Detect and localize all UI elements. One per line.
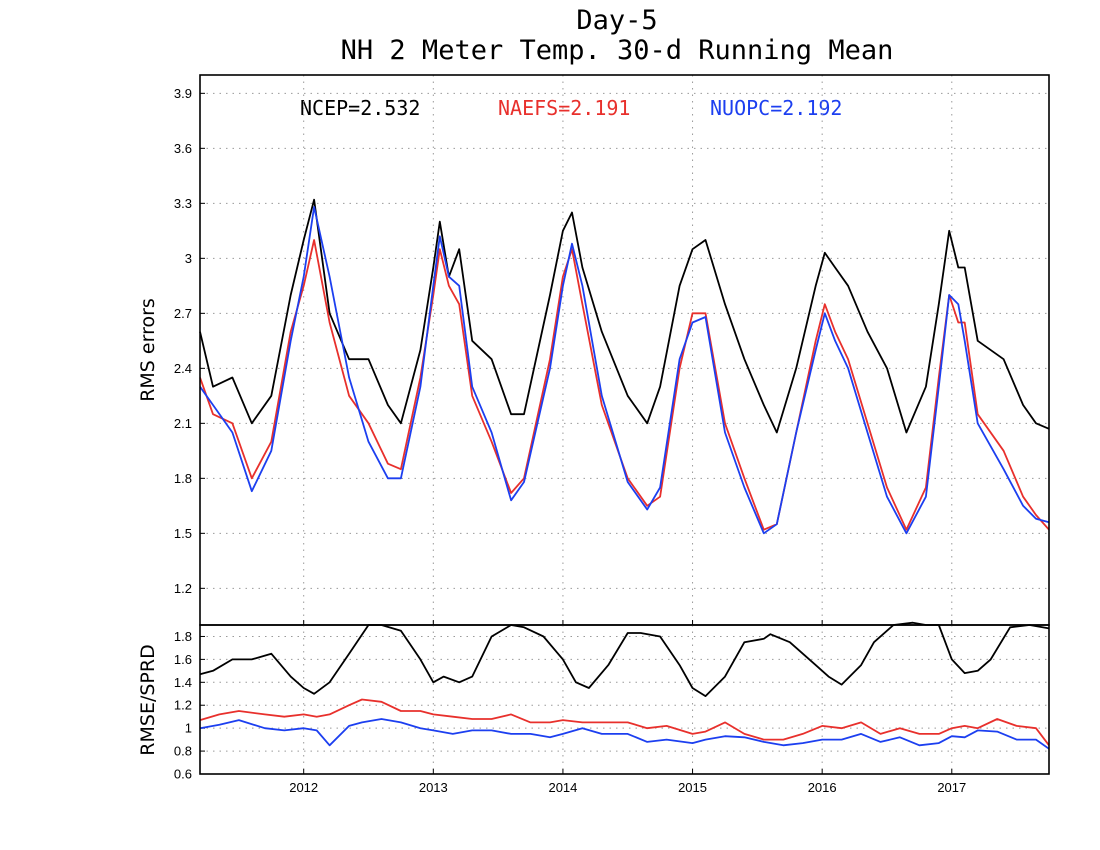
bottom-y-tick-label: 0.8 [174, 744, 192, 759]
bottom-x-tick-label: 2017 [937, 780, 966, 795]
top-y-tick-label: 1.5 [174, 526, 192, 541]
stat-naefs: NAEFS=2.191 [498, 96, 630, 120]
ratio-panel: 0.6 0.8 1 1.2 1.4 1.6 1.8 2012 2013 2014 2015 2016 2… [174, 621, 1050, 795]
rms-panel: 1.2 1.5 1.8 2.1 2.4 2.7 3 3.3 3.6 3.9 [174, 74, 1050, 626]
top-y-tick-label: 3.6 [174, 141, 192, 156]
top-y-tick-label: 3 [185, 251, 192, 266]
bottom-x-tick-label: 2014 [548, 780, 577, 795]
bottom-x-tick-label: 2016 [808, 780, 837, 795]
top-plot-frame [199, 74, 1050, 626]
top-y-tick-label: 3.3 [174, 196, 192, 211]
top-series-nuopc [199, 206, 1050, 535]
top-series-naefs [199, 239, 1050, 531]
top-y-tick-label: 2.7 [174, 306, 192, 321]
top-y-tick-label: 2.4 [174, 361, 192, 376]
top-y-tick-label: 1.8 [174, 471, 192, 486]
bottom-series-nuopc [199, 718, 1050, 750]
top-y-tick-label: 2.1 [174, 416, 192, 431]
bottom-plot-frame [199, 624, 1050, 775]
bottom-x-tick-label: 2013 [419, 780, 448, 795]
chart-title-line1: Day-5 [576, 5, 657, 36]
bottom-series-ncep [199, 621, 1050, 697]
bottom-series-naefs [199, 698, 1050, 746]
top-series-ncep [199, 198, 1050, 434]
bottom-y-tick-label: 1.2 [174, 698, 192, 713]
bottom-y-tick-label: 1.4 [174, 675, 192, 690]
y-axis-label-bottom: RMSE/SPRD [137, 644, 159, 755]
bottom-x-tick-label: 2012 [289, 780, 318, 795]
bottom-y-tick-label: 0.6 [174, 767, 192, 782]
top-y-tick-label: 1.2 [174, 581, 192, 596]
bottom-y-tick-label: 1.8 [174, 629, 192, 644]
y-axis-label-top: RMS errors [137, 298, 159, 402]
top-y-tick-label: 3.9 [174, 86, 192, 101]
stat-nuopc: NUOPC=2.192 [710, 96, 842, 120]
bottom-y-tick-label: 1 [185, 721, 192, 736]
bottom-y-tick-label: 1.6 [174, 652, 192, 667]
chart-title-line2: NH 2 Meter Temp. 30-d Running Mean [341, 35, 894, 66]
stat-ncep: NCEP=2.532 [300, 96, 420, 120]
bottom-x-tick-label: 2015 [678, 780, 707, 795]
